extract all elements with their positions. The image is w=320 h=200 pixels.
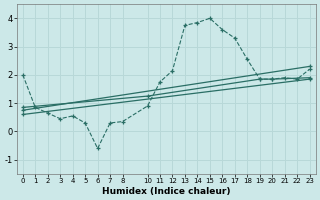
- X-axis label: Humidex (Indice chaleur): Humidex (Indice chaleur): [102, 187, 230, 196]
